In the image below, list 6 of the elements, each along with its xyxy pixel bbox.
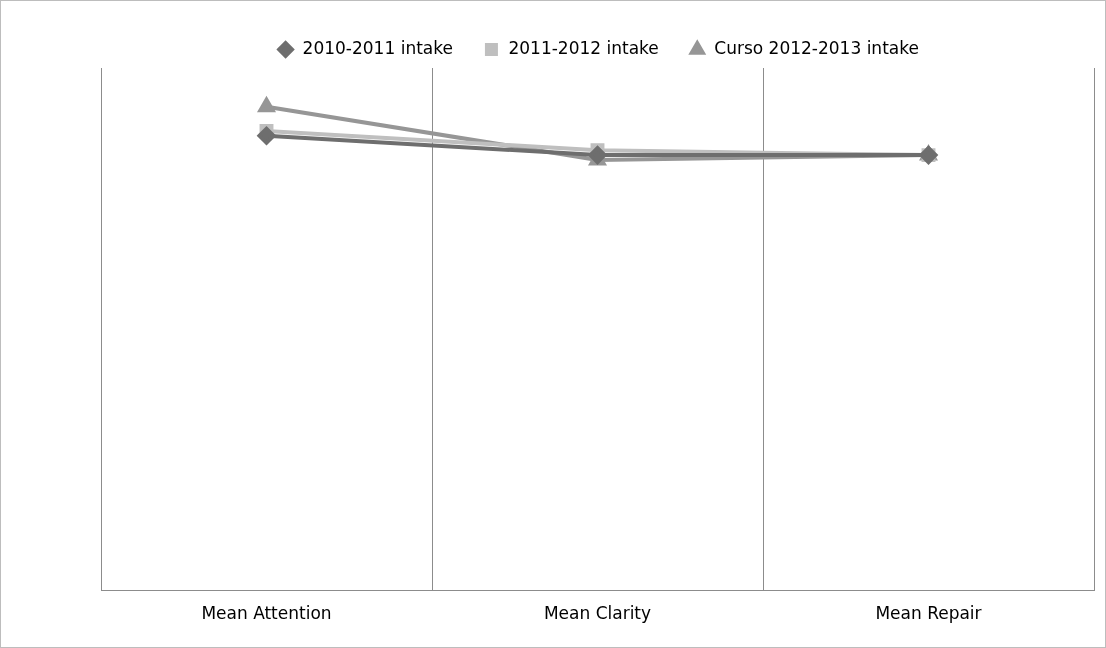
x-tick-label: Mean Repair [875, 603, 982, 624]
legend-label: Curso 2012-2013 intake [714, 37, 919, 58]
x-tick-label: Mean Attention [201, 603, 332, 624]
legend-label: 2010-2011 intake [302, 37, 453, 58]
x-tick-label: Mean Clarity [543, 603, 652, 624]
legend-label: 2011-2012 intake [508, 37, 659, 58]
